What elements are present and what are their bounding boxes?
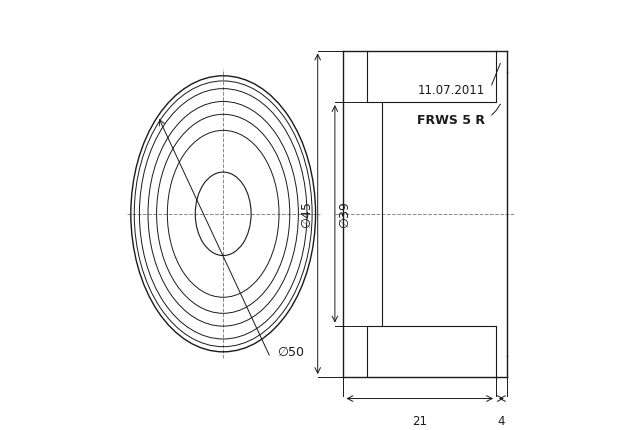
Text: $\varnothing$39: $\varnothing$39 — [338, 200, 352, 228]
Text: 4: 4 — [498, 414, 505, 427]
Text: 11.07.2011: 11.07.2011 — [417, 83, 484, 96]
Text: $\varnothing$45: $\varnothing$45 — [300, 200, 314, 228]
Text: 21: 21 — [412, 414, 427, 427]
Text: FRWS 5 R: FRWS 5 R — [417, 114, 485, 126]
Text: $\varnothing$50: $\varnothing$50 — [277, 344, 305, 359]
